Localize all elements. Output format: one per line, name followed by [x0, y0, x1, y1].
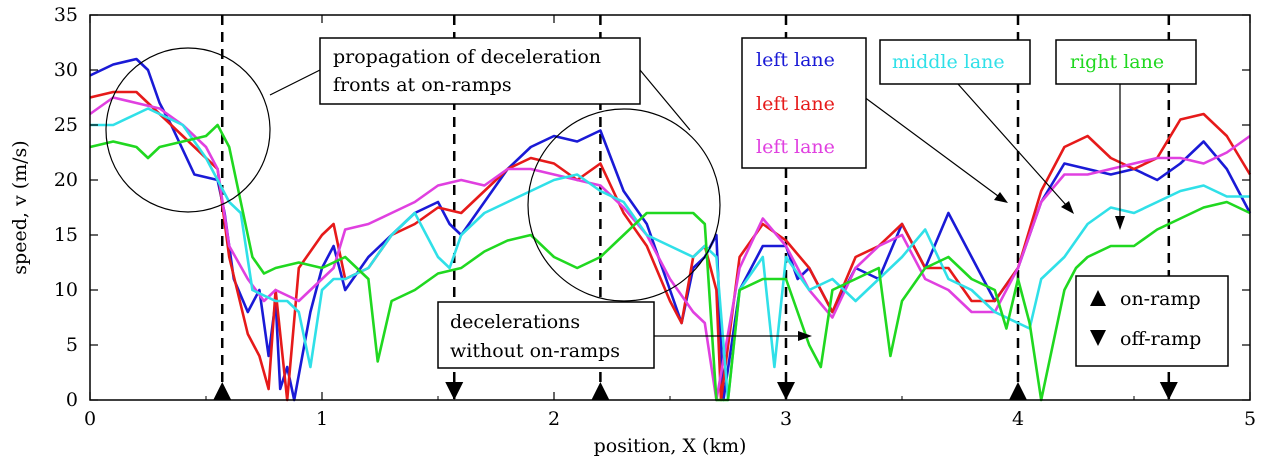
y-tick-label: 10	[54, 279, 78, 301]
ramp-legend-box	[1075, 275, 1229, 367]
middle-lane-arrow	[957, 83, 1067, 206]
on-ramp-marker	[1009, 382, 1027, 400]
right-lane-label: right lane	[1070, 51, 1164, 73]
off-ramp-legend-icon	[1090, 330, 1106, 346]
left-lane-label-red: left lane	[756, 93, 835, 115]
x-tick-label: 0	[84, 408, 96, 430]
speed-series-cyan	[90, 107, 1250, 402]
x-tick-label: 1	[316, 408, 328, 430]
on-ramp-legend-label: on-ramp	[1120, 288, 1201, 310]
fronts-annotation-box	[319, 37, 641, 105]
y-tick-label: 5	[66, 334, 78, 356]
fronts-pointer-right	[639, 69, 691, 131]
on-ramp-legend-icon	[1090, 290, 1106, 306]
x-tick-label: 4	[1012, 408, 1024, 430]
decel-annotation-box	[437, 301, 655, 369]
series-layer	[89, 57, 1252, 402]
left-lane-arrow	[851, 87, 999, 197]
right-lane-legend-box	[1055, 39, 1197, 85]
left-lane-arrow-head	[994, 192, 1008, 203]
x-tick-label: 2	[548, 408, 560, 430]
off-ramp-marker	[1159, 382, 1178, 400]
on-ramp-marker	[591, 382, 610, 400]
off-ramp-legend-label: off-ramp	[1120, 328, 1201, 350]
fronts-circle-left	[105, 47, 271, 213]
on-ramp-marker	[213, 382, 232, 400]
y-axis-label: speed, v (m/s)	[9, 140, 31, 274]
y-tick-label: 20	[54, 169, 78, 191]
axes-frame-layer: 0 1 2 3 4 5 0 5 10 15 20 25 30 35 position, X (km) spee…	[9, 4, 1256, 457]
y-tick-label: 0	[66, 389, 78, 411]
right-lane-arrow-head	[1115, 216, 1125, 230]
left-lane-legend-box	[741, 37, 867, 169]
fronts-annotation-line2: fronts at on-ramps	[333, 74, 512, 96]
left-lane-label-blue: left lane	[756, 49, 835, 71]
fronts-annotation-line1: propagation of deceleration	[333, 46, 601, 68]
x-axis-label: position, X (km)	[594, 435, 747, 457]
off-ramp-marker	[445, 382, 464, 400]
y-tick-label: 30	[54, 59, 78, 81]
left-lane-label-magenta: left lane	[756, 136, 835, 158]
decel-annotation-line1: decelerations	[450, 311, 580, 333]
off-ramp-marker	[777, 382, 795, 400]
decel-annotation-line2: without on-ramps	[450, 340, 620, 362]
x-tick-label: 3	[780, 408, 792, 430]
annotations-layer: propagation of deceleration fronts at on…	[105, 37, 1229, 369]
fronts-circle-mid	[527, 108, 721, 302]
y-tick-label: 35	[54, 4, 78, 26]
middle-lane-arrow-head	[1061, 201, 1074, 214]
decel-pointer-head	[798, 331, 812, 341]
x-tick-label: 5	[1244, 408, 1256, 430]
speed-series-green	[89, 123, 1251, 402]
y-tick-label: 25	[54, 114, 78, 136]
y-tick-label: 15	[54, 224, 78, 246]
middle-lane-legend-box	[879, 39, 1031, 85]
middle-lane-label: middle lane	[892, 51, 1005, 73]
fronts-pointer-left	[269, 69, 321, 96]
